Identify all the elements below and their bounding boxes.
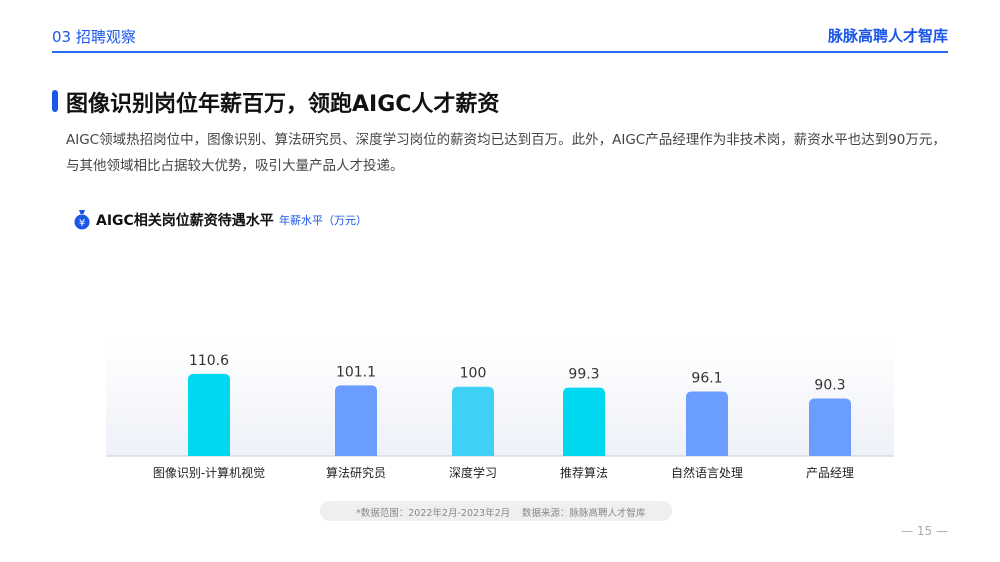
footnote-pill bbox=[320, 501, 672, 521]
category-label-6: 产品经理 bbox=[806, 466, 854, 480]
header-divider bbox=[52, 51, 948, 53]
description-text: AIGC领域热招岗位中，图像识别、算法研究员、深度学习岗位的薪资均已达到百万。此… bbox=[66, 132, 946, 174]
value-label-3: 100 bbox=[460, 366, 487, 382]
footnote-range: *数据范围：2022年2月-2023年2月 bbox=[356, 508, 511, 519]
category-label-5: 自然语言处理 bbox=[671, 465, 743, 480]
chart-title: AIGC相关岗位薪资待遇水平 bbox=[96, 213, 274, 229]
category-label-3: 深度学习 bbox=[449, 465, 497, 480]
bar-2 bbox=[335, 385, 377, 456]
category-label-2: 算法研究员 bbox=[326, 465, 386, 480]
page-title: 图像识别岗位年薪百万，领跑AIGC人才薪资 bbox=[66, 92, 500, 117]
plot-background bbox=[106, 340, 894, 456]
svg-text:¥: ¥ bbox=[79, 218, 85, 229]
value-label-1: 110.6 bbox=[189, 353, 229, 369]
bar-5 bbox=[686, 391, 728, 456]
bar-3 bbox=[452, 386, 494, 456]
bar-4 bbox=[563, 387, 605, 456]
category-label-1: 图像识别-计算机视觉 bbox=[153, 465, 265, 480]
value-label-4: 99.3 bbox=[568, 367, 599, 383]
section-label: 03 招聘观察 bbox=[52, 28, 136, 46]
value-label-5: 96.1 bbox=[691, 370, 722, 386]
value-label-6: 90.3 bbox=[814, 378, 845, 394]
page-header: 03 招聘观察 脉脉高聘人才智库 bbox=[0, 0, 1000, 53]
chart-unit: 年薪水平（万元） bbox=[279, 214, 367, 227]
bar-chart: 110.6 图像识别-计算机视觉 101.1 算法研究员 100 深度学习 99.3 推荐算法… bbox=[106, 340, 894, 480]
money-bag-icon: ¥ bbox=[74, 210, 90, 230]
bar-6 bbox=[809, 398, 851, 456]
category-label-4: 推荐算法 bbox=[560, 465, 608, 480]
page-number: — 15 — bbox=[901, 524, 948, 538]
brand-name: 脉脉高聘人才智库 bbox=[827, 27, 948, 45]
title-accent-bar bbox=[52, 90, 58, 112]
value-label-2: 101.1 bbox=[336, 364, 376, 380]
footnote-source: 数据来源：脉脉高聘人才智库 bbox=[522, 508, 646, 519]
bar-1 bbox=[188, 373, 230, 456]
